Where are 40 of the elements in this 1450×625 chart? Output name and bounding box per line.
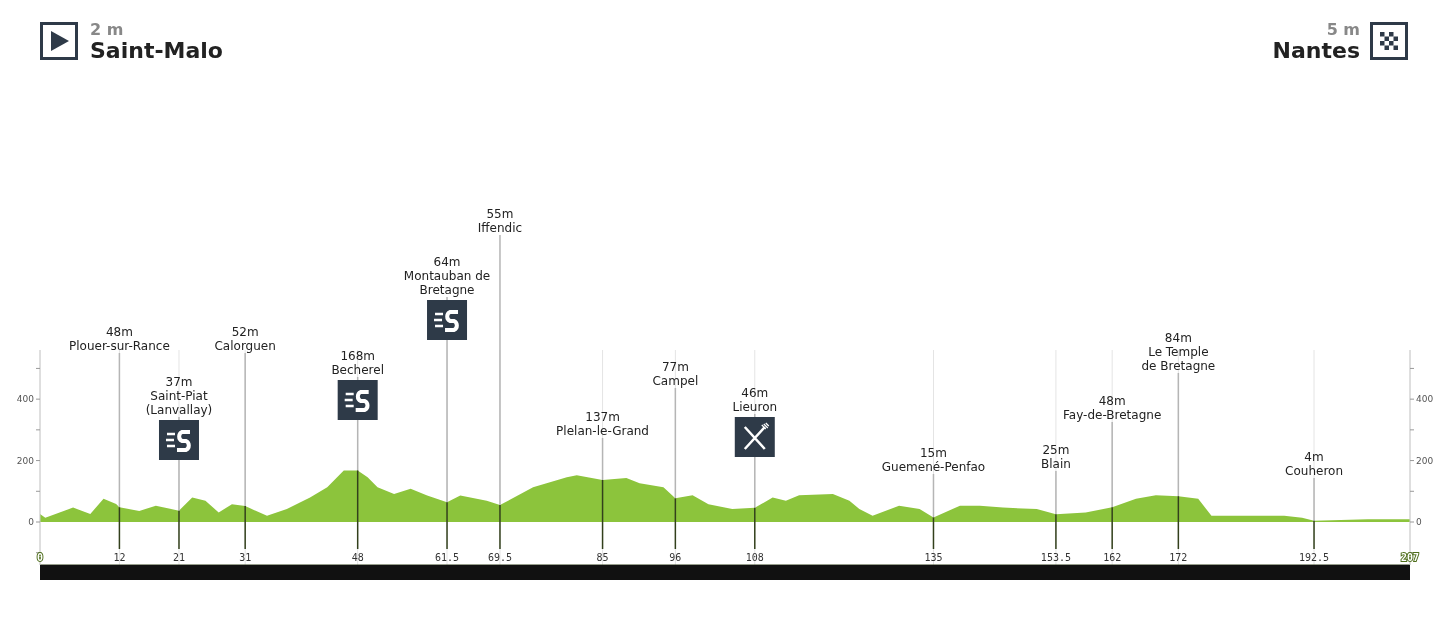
annotation: 46m Lieuron — [732, 386, 778, 414]
x-tick-label: 96 — [669, 552, 682, 563]
x-tick-label: 108 — [745, 552, 764, 563]
y-tick-label: 0 — [28, 517, 35, 528]
annotation: 37m Saint-Piat (Lanvallay) — [145, 375, 213, 417]
y2-tick-label: 200 — [1416, 455, 1434, 466]
annotation: 25m Blain — [1040, 443, 1071, 471]
x-tick-label: 192.5 — [1298, 552, 1330, 563]
annotation: 77m Campel — [652, 360, 699, 388]
x-tick-label: 12 — [113, 552, 126, 563]
text: 64m Montauban de Bretagne — [403, 255, 491, 297]
x-tick-label: 61.5 — [434, 552, 460, 563]
annotation: 84m Le Temple de Bretagne — [1141, 331, 1216, 373]
x-tick-label: 21 — [172, 552, 186, 563]
annotation: 48m Fay-de-Bretagne — [1063, 394, 1162, 422]
x-tick-label: 153.5 — [1040, 552, 1071, 563]
text: Saint-Malo — [90, 38, 223, 63]
y2-tick-label: 400 — [1416, 394, 1434, 405]
x-tick-label: 31 — [239, 552, 252, 563]
annotation: 137m Plelan-le-Grand — [556, 410, 649, 438]
y2-tick-label: 0 — [1416, 517, 1422, 528]
x-tick-label: 48 — [351, 552, 364, 563]
y-tick-label: 400 — [16, 394, 35, 405]
annotation: 4m Couheron — [1285, 450, 1343, 478]
text: 2 m — [90, 20, 124, 39]
x-tick-label: 172 — [1169, 552, 1188, 563]
y-tick-label: 200 — [16, 455, 35, 466]
x-tick-label: 85 — [596, 552, 609, 563]
text: 55m Iffendic — [477, 207, 523, 235]
x-tick-label: 207 — [1400, 552, 1420, 563]
annotation: 52m Calorguen — [214, 325, 276, 353]
x-tick-label: 69.5 — [487, 552, 513, 563]
x-tick-label: 162 — [1103, 552, 1122, 563]
annotation: 48m Plouer-sur-Rance — [69, 325, 170, 353]
text: Nantes — [1272, 38, 1360, 63]
annotation: 168m Becherel — [331, 349, 384, 377]
annotation: 15m Guemené-Penfao — [881, 446, 986, 474]
x-tick-label: 135 — [924, 552, 943, 563]
x-tick-label: 0 — [36, 552, 44, 563]
text: 5 m — [1326, 20, 1360, 39]
